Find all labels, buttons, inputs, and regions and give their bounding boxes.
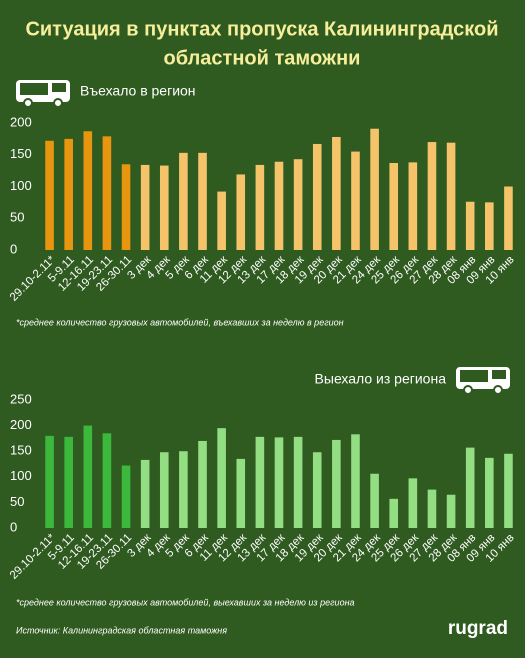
bar bbox=[504, 453, 513, 528]
bar bbox=[236, 174, 246, 250]
y-tick-label: 50 bbox=[10, 210, 24, 225]
bar bbox=[64, 138, 73, 250]
bar bbox=[408, 162, 418, 250]
truck-icon bbox=[16, 80, 70, 108]
title: областной таможни bbox=[164, 47, 361, 69]
bar bbox=[446, 142, 456, 250]
y-tick-label: 100 bbox=[10, 178, 32, 193]
bar bbox=[351, 151, 360, 250]
footnote: *среднее количество грузовых автомобилей… bbox=[16, 597, 355, 607]
bar bbox=[255, 164, 265, 250]
bar bbox=[45, 435, 54, 528]
bar bbox=[198, 152, 207, 250]
y-tick-label: 100 bbox=[10, 468, 32, 483]
bar bbox=[370, 473, 379, 528]
bar bbox=[121, 465, 131, 528]
source: Источник: Калининградская областная тамо… bbox=[16, 625, 227, 635]
logo: rugrad bbox=[448, 618, 508, 639]
bar bbox=[255, 436, 265, 528]
y-tick-label: 200 bbox=[10, 114, 32, 129]
bar bbox=[140, 164, 150, 250]
bar bbox=[389, 163, 399, 250]
bar bbox=[179, 451, 188, 528]
bar bbox=[274, 161, 284, 250]
bar bbox=[293, 436, 303, 528]
bar bbox=[485, 457, 494, 528]
bar bbox=[64, 436, 73, 528]
bar bbox=[446, 494, 456, 528]
y-tick-label: 150 bbox=[10, 146, 32, 161]
bar bbox=[121, 164, 131, 250]
title: Ситуация в пунктах пропуска Калининградс… bbox=[25, 18, 498, 40]
bar bbox=[485, 202, 494, 250]
y-tick-label: 0 bbox=[10, 519, 17, 534]
bar bbox=[312, 143, 322, 250]
bar bbox=[465, 201, 475, 250]
y-tick-label: 0 bbox=[10, 241, 17, 256]
bar bbox=[217, 428, 226, 528]
bar bbox=[159, 452, 169, 528]
chart-title: Выехало из региона bbox=[315, 371, 447, 387]
bar bbox=[236, 458, 246, 528]
chart-title: Въехало в регион bbox=[80, 83, 196, 99]
bar bbox=[293, 159, 303, 250]
bar bbox=[389, 498, 399, 528]
bar bbox=[198, 440, 207, 528]
bar bbox=[217, 191, 226, 250]
bar bbox=[102, 433, 112, 528]
bar bbox=[83, 425, 93, 528]
bar bbox=[312, 452, 322, 528]
bar bbox=[370, 128, 379, 250]
bar bbox=[332, 136, 341, 250]
bar bbox=[45, 140, 54, 250]
bar bbox=[179, 152, 188, 250]
bar bbox=[274, 437, 284, 528]
bar bbox=[159, 165, 169, 250]
truck-icon bbox=[456, 367, 510, 395]
bar bbox=[408, 478, 418, 528]
bar bbox=[140, 459, 150, 528]
y-tick-label: 50 bbox=[10, 494, 24, 509]
bar bbox=[83, 131, 93, 250]
y-tick-label: 200 bbox=[10, 417, 32, 432]
bar bbox=[504, 186, 513, 250]
y-tick-label: 250 bbox=[10, 391, 32, 406]
footnote: *среднее количество грузовых автомобилей… bbox=[16, 317, 344, 327]
bar bbox=[332, 439, 341, 528]
bar bbox=[102, 136, 112, 250]
y-tick-label: 150 bbox=[10, 443, 32, 458]
bar bbox=[427, 489, 437, 528]
bar bbox=[427, 142, 437, 250]
bar bbox=[351, 434, 360, 528]
bar bbox=[465, 447, 475, 528]
